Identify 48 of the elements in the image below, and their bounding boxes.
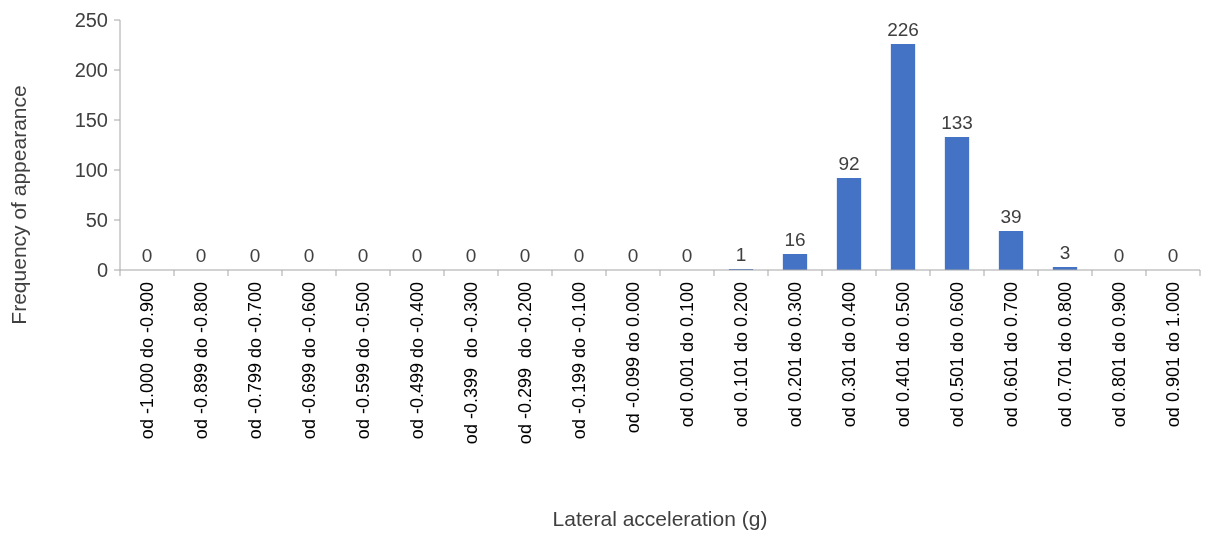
data-label: 0: [195, 245, 207, 266]
data-label: 92: [838, 153, 860, 174]
data-label: 0: [411, 245, 423, 266]
data-label: 226: [887, 19, 919, 40]
data-label: 0: [681, 245, 693, 266]
data-label: 0: [1167, 245, 1179, 266]
data-label: 133: [941, 112, 973, 133]
x-tick-label: od 0.501 do 0.600: [947, 282, 968, 428]
y-tick-label: 150: [74, 109, 108, 131]
data-label: 3: [1059, 242, 1071, 263]
x-tick-label: od -0.099 do 0.000: [623, 282, 644, 434]
x-axis-title: Lateral acceleration (g): [552, 507, 768, 530]
x-tick-label: od -0.399 do -0.300: [461, 282, 482, 445]
x-tick-label: od 0.401 do 0.500: [893, 282, 914, 428]
x-tick-label: od -0.799 do -0.700: [245, 282, 266, 440]
x-tick-label: od -0.499 do -0.400: [407, 282, 428, 440]
data-label: 0: [141, 245, 153, 266]
x-tick-label: od 0.701 do 0.800: [1055, 282, 1076, 428]
data-label: 0: [303, 245, 315, 266]
data-label: 0: [249, 245, 261, 266]
data-label: 0: [573, 245, 585, 266]
data-label: 16: [784, 229, 806, 250]
x-tick-label: od 0.301 do 0.400: [839, 282, 860, 428]
data-label: 0: [1113, 245, 1125, 266]
y-tick-label: 100: [74, 159, 108, 181]
x-tick-label: od 0.001 do 0.100: [677, 282, 698, 428]
x-tick-label: od -0.599 do -0.500: [353, 282, 374, 440]
y-tick-label: 0: [96, 259, 108, 281]
x-tick-label: od 0.201 do 0.300: [785, 282, 806, 428]
x-tick-label: od 0.901 do 1.000: [1163, 282, 1184, 428]
x-tick-label: od -1.000 do -0.900: [137, 282, 158, 440]
x-tick-label: od -0.699 do -0.600: [299, 282, 320, 440]
y-tick-label: 50: [85, 209, 108, 231]
data-label: 1: [735, 244, 747, 265]
data-label: 39: [1000, 206, 1022, 227]
y-tick-label: 200: [74, 59, 108, 81]
x-tick-label: od 0.801 do 0.900: [1109, 282, 1130, 428]
x-tick-label: od -0.299 do -0.200: [515, 282, 536, 445]
x-tick-label: od -0.199 do -0.100: [569, 282, 590, 440]
y-tick-label: 250: [74, 9, 108, 31]
data-label: 0: [357, 245, 369, 266]
y-axis-title: Frequency of appearance: [7, 85, 30, 325]
data-label: 0: [519, 245, 531, 266]
x-tick-label: od -0.899 do -0.800: [191, 282, 212, 440]
x-tick-label: od 0.101 do 0.200: [731, 282, 752, 428]
data-label: 0: [465, 245, 477, 266]
data-label: 0: [627, 245, 639, 266]
x-tick-label: od 0.601 do 0.700: [1001, 282, 1022, 428]
